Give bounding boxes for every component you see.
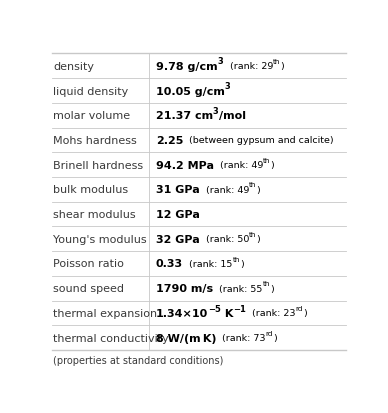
Text: ): ) — [256, 185, 260, 195]
Text: (rank: 49: (rank: 49 — [199, 185, 249, 195]
Text: 9.78 g/cm: 9.78 g/cm — [156, 62, 218, 71]
Text: thermal conductivity: thermal conductivity — [53, 333, 169, 343]
Text: ): ) — [281, 62, 284, 71]
Text: (rank: 15: (rank: 15 — [183, 259, 232, 268]
Text: (rank: 50: (rank: 50 — [199, 235, 249, 244]
Text: ): ) — [256, 235, 260, 244]
Text: ): ) — [274, 333, 277, 342]
Text: shear modulus: shear modulus — [53, 209, 136, 220]
Text: liquid density: liquid density — [53, 86, 128, 96]
Text: ): ) — [270, 161, 274, 170]
Text: th: th — [249, 182, 256, 188]
Text: Poisson ratio: Poisson ratio — [53, 259, 124, 269]
Text: (rank: 23: (rank: 23 — [246, 309, 296, 318]
Text: 31 GPa: 31 GPa — [156, 185, 199, 195]
Text: sound speed: sound speed — [53, 283, 124, 294]
Text: 3: 3 — [218, 57, 223, 66]
Text: (between gypsum and calcite): (between gypsum and calcite) — [183, 136, 334, 145]
Text: (rank: 29: (rank: 29 — [227, 62, 273, 71]
Text: 12 GPa: 12 GPa — [156, 209, 200, 220]
Text: Mohs hardness: Mohs hardness — [53, 135, 137, 145]
Text: Young's modulus: Young's modulus — [53, 234, 147, 244]
Text: /mol: /mol — [219, 111, 246, 121]
Text: rd: rd — [266, 330, 274, 336]
Text: 2.25: 2.25 — [156, 135, 183, 145]
Text: 0.33: 0.33 — [156, 259, 183, 269]
Text: ): ) — [303, 309, 307, 318]
Text: 10.05 g/cm: 10.05 g/cm — [156, 86, 225, 96]
Text: 3: 3 — [225, 82, 230, 91]
Text: (rank: 49: (rank: 49 — [214, 161, 263, 170]
Text: ): ) — [240, 259, 244, 268]
Text: molar volume: molar volume — [53, 111, 130, 121]
Text: Brinell hardness: Brinell hardness — [53, 160, 143, 170]
Text: 94.2 MPa: 94.2 MPa — [156, 160, 214, 170]
Text: 3: 3 — [213, 107, 219, 116]
Text: (rank: 55: (rank: 55 — [213, 284, 262, 293]
Text: (rank: 73: (rank: 73 — [217, 333, 266, 342]
Text: −5: −5 — [208, 304, 221, 313]
Text: th: th — [273, 59, 281, 65]
Text: rd: rd — [296, 305, 303, 311]
Text: thermal expansion: thermal expansion — [53, 308, 157, 318]
Text: bulk modulus: bulk modulus — [53, 185, 128, 195]
Text: 21.37 cm: 21.37 cm — [156, 111, 213, 121]
Text: th: th — [232, 256, 240, 262]
Text: −1: −1 — [233, 304, 246, 313]
Text: density: density — [53, 62, 94, 71]
Text: (properties at standard conditions): (properties at standard conditions) — [53, 356, 223, 366]
Text: 8 W/(m K): 8 W/(m K) — [156, 333, 217, 343]
Text: K: K — [221, 308, 233, 318]
Text: 1790 m/s: 1790 m/s — [156, 283, 213, 294]
Text: ): ) — [270, 284, 274, 293]
Text: 1.34×10: 1.34×10 — [156, 308, 208, 318]
Text: th: th — [262, 280, 270, 287]
Text: th: th — [249, 231, 256, 237]
Text: 32 GPa: 32 GPa — [156, 234, 199, 244]
Text: th: th — [263, 157, 270, 164]
